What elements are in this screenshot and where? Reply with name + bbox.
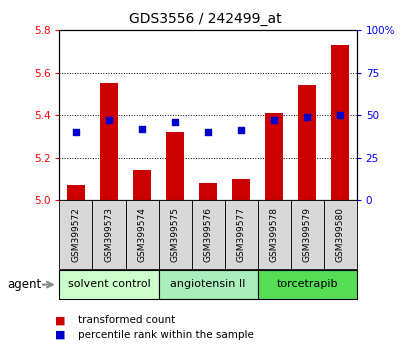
Bar	[231, 179, 249, 200]
Bar	[323, 200, 356, 269]
Bar	[133, 170, 151, 200]
Text: transformed count: transformed count	[78, 315, 175, 325]
Point	[336, 112, 343, 118]
Text: ■: ■	[55, 315, 66, 325]
Text: GSM399579: GSM399579	[302, 207, 311, 262]
Bar	[59, 200, 92, 269]
Text: GSM399573: GSM399573	[104, 207, 113, 262]
Text: GSM399572: GSM399572	[71, 207, 80, 262]
Point	[171, 119, 178, 125]
Text: GSM399576: GSM399576	[203, 207, 212, 262]
Point	[138, 126, 145, 131]
Point	[72, 129, 79, 135]
Point	[303, 114, 310, 120]
Text: GSM399574: GSM399574	[137, 207, 146, 262]
Bar	[224, 200, 257, 269]
Text: agent: agent	[7, 278, 42, 291]
Point	[270, 117, 277, 123]
Bar	[125, 200, 158, 269]
Bar	[158, 200, 191, 269]
Bar	[166, 132, 184, 200]
Bar	[257, 270, 356, 299]
Bar	[158, 270, 257, 299]
Bar	[290, 200, 323, 269]
Text: torcetrapib: torcetrapib	[276, 279, 337, 290]
Text: GDS3556 / 242499_at: GDS3556 / 242499_at	[128, 12, 281, 27]
Bar	[67, 185, 85, 200]
Text: ■: ■	[55, 330, 66, 339]
Bar	[100, 83, 118, 200]
Bar	[191, 200, 224, 269]
Bar	[257, 200, 290, 269]
Bar	[59, 270, 158, 299]
Text: angiotensin II: angiotensin II	[170, 279, 245, 290]
Text: GSM399575: GSM399575	[170, 207, 179, 262]
Bar	[330, 45, 348, 200]
Text: percentile rank within the sample: percentile rank within the sample	[78, 330, 253, 339]
Bar	[297, 85, 315, 200]
Text: GSM399577: GSM399577	[236, 207, 245, 262]
Text: GSM399580: GSM399580	[335, 207, 344, 262]
Text: GSM399578: GSM399578	[269, 207, 278, 262]
Point	[204, 129, 211, 135]
Bar	[198, 183, 217, 200]
Bar	[92, 200, 125, 269]
Point	[237, 127, 244, 133]
Bar	[264, 113, 283, 200]
Text: solvent control: solvent control	[67, 279, 150, 290]
Point	[106, 117, 112, 123]
